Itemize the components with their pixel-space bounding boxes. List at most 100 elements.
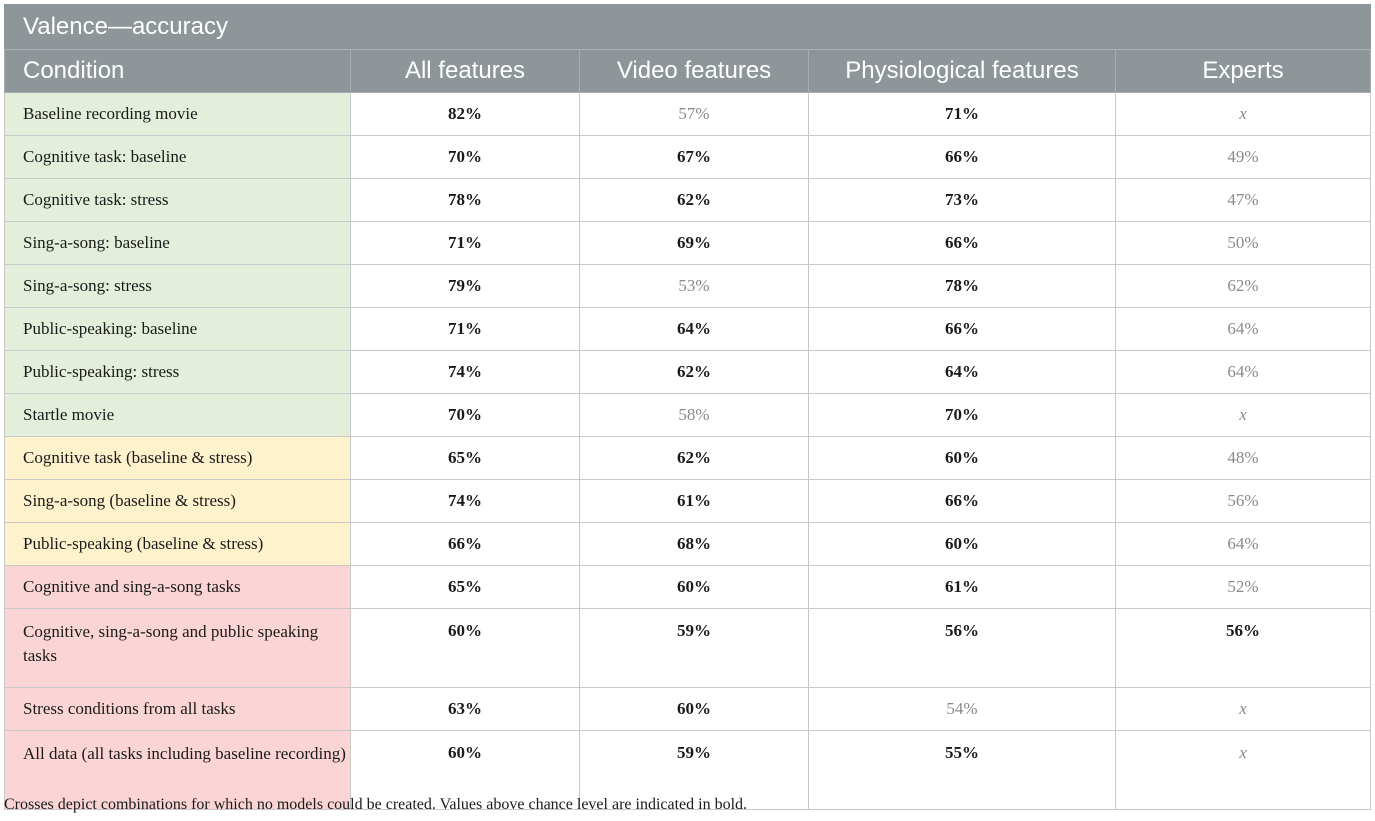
experts-cell: 49% xyxy=(1115,135,1371,179)
table-row: Baseline recording movie 82% 57% 71% x xyxy=(4,92,1371,136)
video-features-cell: 59% xyxy=(579,608,809,688)
all-features-cell: 70% xyxy=(350,135,580,179)
table-row: All data (all tasks including baseline r… xyxy=(4,730,1371,810)
physiological-features-cell: 55% xyxy=(808,730,1116,810)
experts-cell: x xyxy=(1115,92,1371,136)
experts-cell: 64% xyxy=(1115,307,1371,351)
physiological-features-cell: 66% xyxy=(808,307,1116,351)
experts-cell: x xyxy=(1115,687,1371,731)
column-header-physiological-features: Physiological features xyxy=(808,49,1116,93)
table-row: Cognitive task: baseline 70% 67% 66% 49% xyxy=(4,135,1371,179)
all-features-cell: 74% xyxy=(350,479,580,523)
experts-cell: 64% xyxy=(1115,350,1371,394)
experts-cell: x xyxy=(1115,393,1371,437)
experts-cell: 64% xyxy=(1115,522,1371,566)
condition-cell: Sing-a-song (baseline & stress) xyxy=(4,479,351,523)
physiological-features-cell: 73% xyxy=(808,178,1116,222)
all-features-cell: 71% xyxy=(350,221,580,265)
column-header-condition: Condition xyxy=(4,49,351,93)
condition-cell: Cognitive task: stress xyxy=(4,178,351,222)
physiological-features-cell: 66% xyxy=(808,135,1116,179)
table-row: Cognitive, sing-a-song and public speaki… xyxy=(4,608,1371,688)
video-features-cell: 62% xyxy=(579,350,809,394)
experts-cell: 62% xyxy=(1115,264,1371,308)
physiological-features-cell: 66% xyxy=(808,479,1116,523)
physiological-features-cell: 70% xyxy=(808,393,1116,437)
column-header-video-features: Video features xyxy=(579,49,809,93)
experts-cell: 50% xyxy=(1115,221,1371,265)
table-row: Startle movie 70% 58% 70% x xyxy=(4,393,1371,437)
physiological-features-cell: 78% xyxy=(808,264,1116,308)
header-row: Condition All features Video features Ph… xyxy=(4,49,1371,93)
table-footnote: Crosses depict combinations for which no… xyxy=(4,796,748,813)
all-features-cell: 71% xyxy=(350,307,580,351)
video-features-cell: 69% xyxy=(579,221,809,265)
all-features-cell: 60% xyxy=(350,608,580,688)
table-title: Valence—accuracy xyxy=(4,4,1371,50)
physiological-features-cell: 56% xyxy=(808,608,1116,688)
condition-cell: Cognitive task: baseline xyxy=(4,135,351,179)
video-features-cell: 60% xyxy=(579,687,809,731)
all-features-cell: 78% xyxy=(350,178,580,222)
column-header-all-features: All features xyxy=(350,49,580,93)
condition-cell: Startle movie xyxy=(4,393,351,437)
column-header-experts: Experts xyxy=(1115,49,1371,93)
table-row: Sing-a-song (baseline & stress) 74% 61% 66%… xyxy=(4,479,1371,523)
physiological-features-cell: 71% xyxy=(808,92,1116,136)
table-row: Public-speaking (baseline & stress) 66% 68… xyxy=(4,522,1371,566)
condition-cell: Public-speaking: stress xyxy=(4,350,351,394)
condition-cell: Baseline recording movie xyxy=(4,92,351,136)
table-row: Sing-a-song: baseline 71% 69% 66% 50% xyxy=(4,221,1371,265)
condition-cell: Cognitive task (baseline & stress) xyxy=(4,436,351,480)
condition-cell: Public-speaking: baseline xyxy=(4,307,351,351)
table-row: Cognitive and sing-a-song tasks 65% 60% 61%… xyxy=(4,565,1371,609)
table-row: Cognitive task (baseline & stress) 65% 62%… xyxy=(4,436,1371,480)
all-features-cell: 66% xyxy=(350,522,580,566)
experts-cell: 56% xyxy=(1115,479,1371,523)
table-row: Sing-a-song: stress 79% 53% 78% 62% xyxy=(4,264,1371,308)
all-features-cell: 74% xyxy=(350,350,580,394)
physiological-features-cell: 60% xyxy=(808,522,1116,566)
all-features-cell: 70% xyxy=(350,393,580,437)
table-row: Public-speaking: stress 74% 62% 64% 64% xyxy=(4,350,1371,394)
all-features-cell: 65% xyxy=(350,436,580,480)
video-features-cell: 61% xyxy=(579,479,809,523)
experts-cell: 56% xyxy=(1115,608,1371,688)
experts-cell: 47% xyxy=(1115,178,1371,222)
all-features-cell: 60% xyxy=(350,730,580,810)
video-features-cell: 57% xyxy=(579,92,809,136)
video-features-cell: 53% xyxy=(579,264,809,308)
video-features-cell: 59% xyxy=(579,730,809,810)
condition-cell: Cognitive, sing-a-song and public speaki… xyxy=(4,608,351,688)
video-features-cell: 60% xyxy=(579,565,809,609)
video-features-cell: 62% xyxy=(579,436,809,480)
condition-cell: Sing-a-song: baseline xyxy=(4,221,351,265)
video-features-cell: 64% xyxy=(579,307,809,351)
all-features-cell: 65% xyxy=(350,565,580,609)
experts-cell: 48% xyxy=(1115,436,1371,480)
table-row: Stress conditions from all tasks 63% 60% 54… xyxy=(4,687,1371,731)
all-features-cell: 79% xyxy=(350,264,580,308)
valence-accuracy-table: Valence—accuracy Condition All features … xyxy=(4,4,1371,810)
table-row: Cognitive task: stress 78% 62% 73% 47% xyxy=(4,178,1371,222)
experts-cell: 52% xyxy=(1115,565,1371,609)
video-features-cell: 68% xyxy=(579,522,809,566)
physiological-features-cell: 64% xyxy=(808,350,1116,394)
condition-cell: Public-speaking (baseline & stress) xyxy=(4,522,351,566)
table-body: Baseline recording movie 82% 57% 71% x Cognit… xyxy=(4,92,1371,810)
condition-cell: Stress conditions from all tasks xyxy=(4,687,351,731)
condition-cell: All data (all tasks including baseline r… xyxy=(4,730,351,810)
condition-cell: Cognitive and sing-a-song tasks xyxy=(4,565,351,609)
video-features-cell: 62% xyxy=(579,178,809,222)
video-features-cell: 58% xyxy=(579,393,809,437)
table-row: Public-speaking: baseline 71% 64% 66% 64% xyxy=(4,307,1371,351)
physiological-features-cell: 61% xyxy=(808,565,1116,609)
condition-cell: Sing-a-song: stress xyxy=(4,264,351,308)
physiological-features-cell: 60% xyxy=(808,436,1116,480)
video-features-cell: 67% xyxy=(579,135,809,179)
physiological-features-cell: 54% xyxy=(808,687,1116,731)
all-features-cell: 63% xyxy=(350,687,580,731)
all-features-cell: 82% xyxy=(350,92,580,136)
experts-cell: x xyxy=(1115,730,1371,810)
physiological-features-cell: 66% xyxy=(808,221,1116,265)
